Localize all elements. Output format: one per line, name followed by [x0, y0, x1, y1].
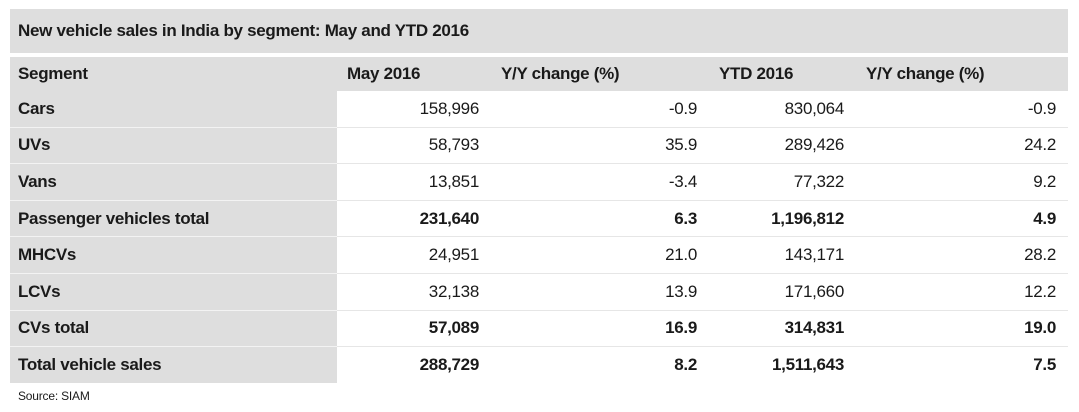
row-segment: Cars: [10, 91, 337, 128]
table-row: Passenger vehicles total 231,640 6.3 1,196,…: [10, 200, 1068, 238]
row-segment: LCVs: [10, 273, 337, 311]
table-row: CVs total 57,089 16.9 314,831 19.0: [10, 310, 1068, 348]
table-row: Vans 13,851 -3.4 77,322 9.2: [10, 163, 1068, 201]
row-segment: MHCVs: [10, 236, 337, 274]
row-ytd-2016: 171,660: [709, 273, 856, 311]
table-row: MHCVs 24,951 21.0 143,171 28.2: [10, 236, 1068, 274]
header-may-2016: May 2016: [337, 57, 491, 91]
row-may-yoy: 13.9: [491, 273, 709, 311]
row-may-yoy: 6.3: [491, 200, 709, 238]
row-may-yoy: -3.4: [491, 163, 709, 201]
row-may-2016: 24,951: [337, 236, 491, 274]
row-segment: Vans: [10, 163, 337, 201]
row-ytd-yoy: 19.0: [856, 310, 1068, 348]
row-ytd-yoy: 28.2: [856, 236, 1068, 274]
sales-table-panel: New vehicle sales in India by segment: M…: [10, 9, 1068, 383]
header-row: Segment May 2016 Y/Y change (%) YTD 2016…: [10, 57, 1068, 91]
table-title: New vehicle sales in India by segment: M…: [10, 9, 1068, 53]
row-ytd-yoy: -0.9: [856, 91, 1068, 128]
row-ytd-yoy: 9.2: [856, 163, 1068, 201]
row-may-yoy: 21.0: [491, 236, 709, 274]
header-ytd-yoy: Y/Y change (%): [856, 57, 1068, 91]
row-may-2016: 231,640: [337, 200, 491, 238]
row-ytd-2016: 289,426: [709, 127, 856, 165]
row-ytd-2016: 1,196,812: [709, 200, 856, 238]
header-segment: Segment: [10, 57, 337, 91]
table-row: Total vehicle sales 288,729 8.2 1,511,643 7.…: [10, 346, 1068, 383]
header-ytd-2016: YTD 2016: [709, 57, 856, 91]
table-row: UVs 58,793 35.9 289,426 24.2: [10, 127, 1068, 165]
row-ytd-2016: 143,171: [709, 236, 856, 274]
row-may-yoy: 8.2: [674, 354, 697, 374]
row-segment: Total vehicle sales: [10, 346, 337, 383]
row-segment: Passenger vehicles total: [10, 200, 337, 238]
row-ytd-yoy: 24.2: [856, 127, 1068, 165]
table-row: LCVs 32,138 13.9 171,660 12.2: [10, 273, 1068, 311]
row-ytd-yoy: 7.5: [1033, 354, 1056, 374]
row-may-2016: 13,851: [337, 163, 491, 201]
header-may-yoy: Y/Y change (%): [491, 57, 709, 91]
row-ytd-2016: 1,511,643: [772, 354, 844, 374]
row-may-2016: 58,793: [337, 127, 491, 165]
row-ytd-2016: 830,064: [709, 91, 856, 128]
row-may-yoy: -0.9: [491, 91, 709, 128]
sales-table: Segment May 2016 Y/Y change (%) YTD 2016…: [10, 57, 1068, 383]
row-segment: CVs total: [10, 310, 337, 348]
row-ytd-2016: 314,831: [709, 310, 856, 348]
source-note: Source: SIAM: [18, 389, 90, 403]
row-may-2016: 57,089: [337, 310, 491, 348]
row-may-yoy: 16.9: [491, 310, 709, 348]
row-ytd-yoy: 4.9: [856, 200, 1068, 238]
row-ytd-2016: 77,322: [709, 163, 856, 201]
row-segment: UVs: [10, 127, 337, 165]
row-ytd-yoy: 12.2: [856, 273, 1068, 311]
row-may-2016: 288,729: [419, 354, 480, 374]
row-may-yoy: 35.9: [491, 127, 709, 165]
row-may-2016: 158,996: [337, 91, 491, 128]
row-may-2016: 32,138: [337, 273, 491, 311]
table-row: Cars 158,996 -0.9 830,064 -0.9: [10, 91, 1068, 128]
